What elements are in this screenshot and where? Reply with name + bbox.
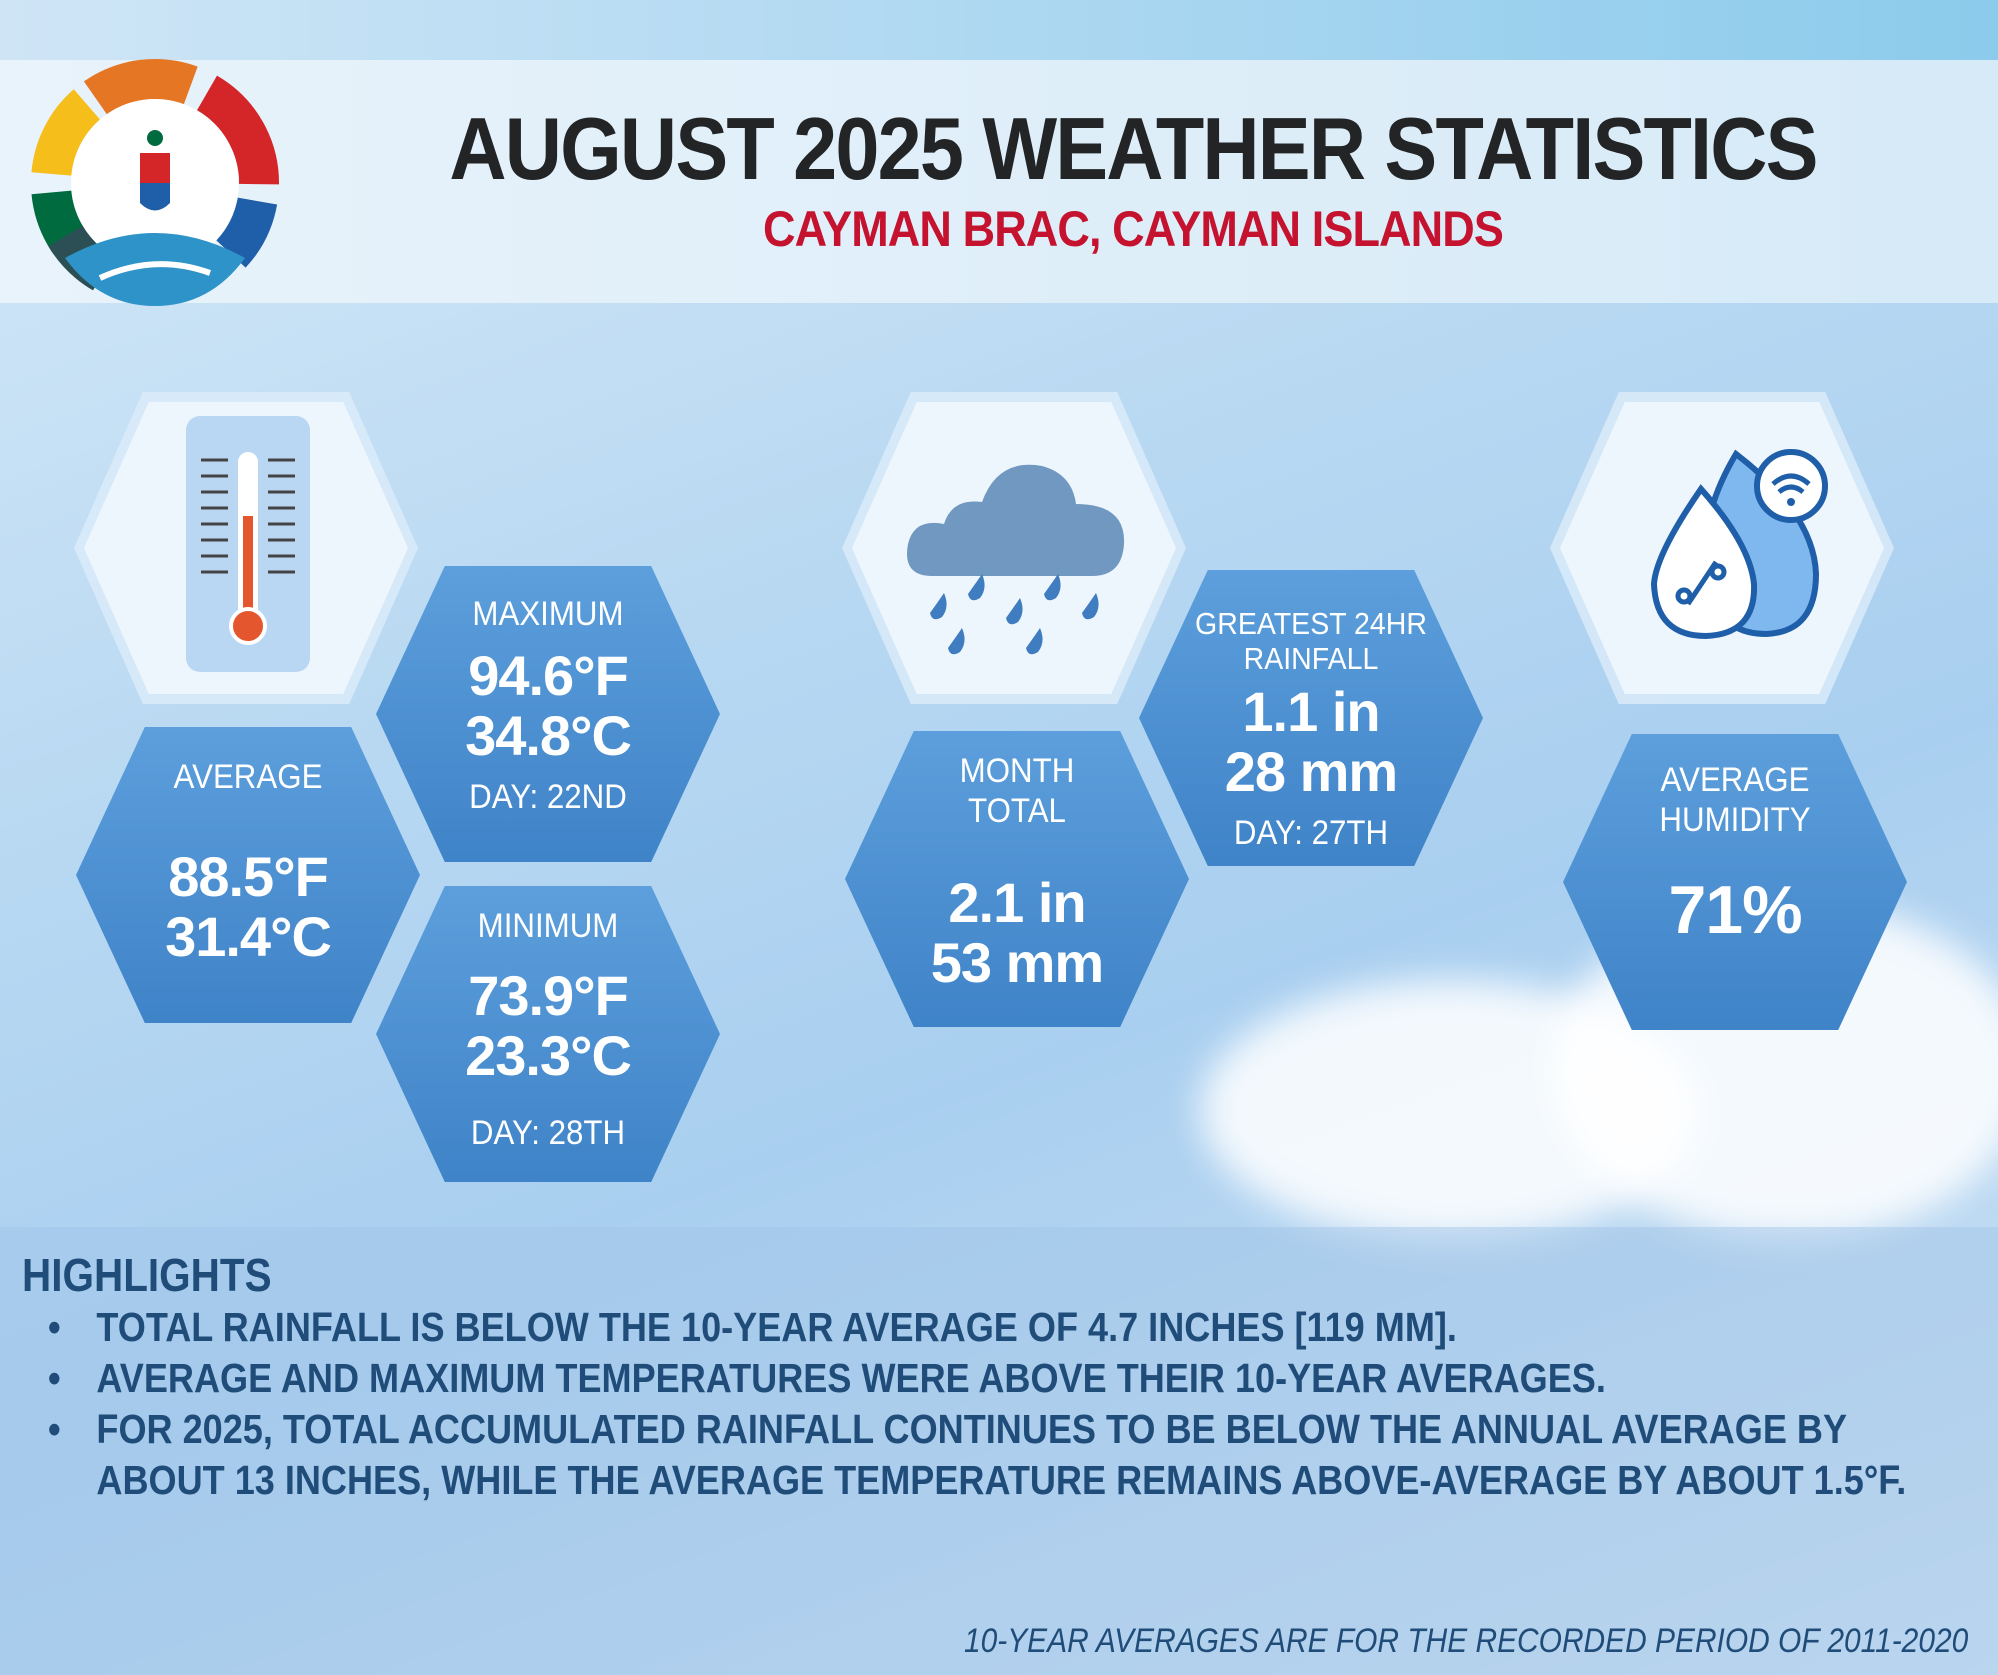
maximum-temperature-card: MAXIMUM 94.6°F 34.8°C DAY: 22ND [376,566,720,862]
total-label: TOTAL [968,792,1066,830]
average-humidity-card: AVERAGE HUMIDITY 71% [1563,734,1907,1030]
average-label: AVERAGE [173,758,323,796]
minimum-f: 73.9°F [468,964,629,1027]
greatest-24hr-in: 1.1 in [1242,680,1380,743]
header-band [0,60,1998,303]
humidity-label: HUMIDITY [1659,801,1811,839]
humidity-average-label: AVERAGE [1660,761,1810,799]
rain-hex [842,392,1186,704]
average-c: 31.4°C [165,905,332,968]
minimum-label: MINIMUM [477,907,619,945]
month-total-mm: 53 mm [930,931,1104,994]
highlight-item: • FOR 2025, TOTAL ACCUMULATED RAINFALL CO… [48,1406,1907,1503]
highlight-item: • TOTAL RAINFALL IS BELOW THE 10-YEAR AVE… [48,1304,1457,1350]
highlights-title: HIGHLIGHTS [22,1249,272,1301]
maximum-f: 94.6°F [468,644,629,707]
month-label: MONTH [959,752,1075,790]
greatest-24hr-day: DAY: 27TH [1233,814,1389,852]
average-humidity-value: 71% [1668,872,1802,948]
humidity-drops-icon [1650,449,1828,640]
month-total-rainfall-card: MONTH TOTAL 2.1 in 53 mm [845,731,1189,1027]
page-title: AUGUST 2025 WEATHER STATISTICS [449,99,1818,198]
weather-service-logo-icon [31,58,279,307]
minimum-day: DAY: 28TH [470,1114,626,1152]
maximum-label: MAXIMUM [472,595,624,633]
highlight-item: • AVERAGE AND MAXIMUM TEMPERATURES WERE A… [48,1355,1606,1401]
average-f: 88.5°F [168,845,329,908]
thermometer-icon [186,416,310,672]
highlights-band [0,1227,1998,1675]
greatest-24hr-label: GREATEST 24HR [1195,606,1427,641]
minimum-temperature-card: MINIMUM 73.9°F 23.3°C DAY: 28TH [376,886,720,1182]
minimum-c: 23.3°C [465,1024,632,1087]
maximum-c: 34.8°C [465,704,632,767]
thermometer-hex [74,392,418,704]
footnote: 10-YEAR AVERAGES ARE FOR THE RECORDED PE… [963,1622,1968,1660]
greatest-24hr-rainfall-card: GREATEST 24HR RAINFALL 1.1 in 28 mm DAY:… [1139,570,1483,866]
rainfall-label: RAINFALL [1243,641,1379,676]
top-band [0,0,1998,60]
humidity-hex [1550,392,1894,704]
month-total-in: 2.1 in [948,871,1086,934]
location-subtitle: CAYMAN BRAC, CAYMAN ISLANDS [763,201,1504,257]
maximum-day: DAY: 22ND [469,778,627,816]
rain-cloud-icon [907,464,1125,655]
greatest-24hr-mm: 28 mm [1224,740,1398,803]
average-temperature-card: AVERAGE 88.5°F 31.4°C [76,727,420,1023]
